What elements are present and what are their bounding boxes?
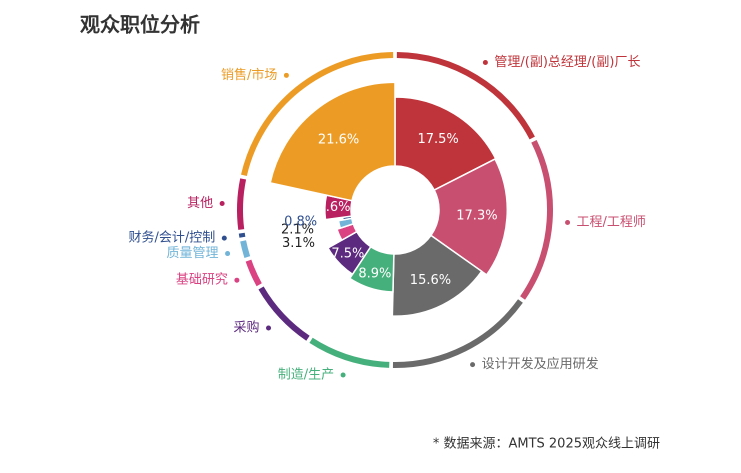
legend-dot xyxy=(221,235,227,241)
value-label: 17.3% xyxy=(456,208,497,223)
legend-dot xyxy=(482,59,488,65)
value-label: 7.5% xyxy=(331,247,364,262)
legend-dot xyxy=(565,219,571,225)
wedge xyxy=(394,96,497,192)
legend-dot xyxy=(470,362,476,368)
legend-dot xyxy=(225,251,231,257)
wedge xyxy=(269,81,396,202)
outer-arc xyxy=(396,52,535,140)
wedge xyxy=(348,245,395,293)
chart-title: 观众职位分析 xyxy=(80,13,200,37)
outer-arc xyxy=(245,259,262,287)
category-label: 采购 xyxy=(234,320,260,336)
value-label: 3.1% xyxy=(282,236,315,251)
value-label: 5.6% xyxy=(317,200,350,215)
legend-dot xyxy=(219,200,225,206)
category-label: 设计开发及应用研发 xyxy=(482,356,599,372)
legend-dot xyxy=(283,72,289,78)
outer-arc xyxy=(309,337,390,368)
category-label: 工程/工程师 xyxy=(577,215,646,230)
outer-arc xyxy=(240,240,251,258)
outer-arc xyxy=(237,178,247,230)
legend-dot xyxy=(266,325,272,331)
category-label: 财务/会计/控制 xyxy=(129,230,216,246)
category-label: 其他 xyxy=(187,196,213,211)
legend-dot xyxy=(234,277,240,283)
value-label: 21.6% xyxy=(318,133,359,148)
value-label: 17.5% xyxy=(417,132,458,147)
outer-arc xyxy=(392,299,523,368)
category-label: 基础研究 xyxy=(176,273,228,288)
value-label: 8.9% xyxy=(358,266,391,281)
legend-dot xyxy=(340,372,346,378)
outer-arc xyxy=(258,286,310,341)
outer-arc xyxy=(238,232,246,238)
category-label: 质量管理 xyxy=(167,246,219,261)
outer-arc xyxy=(241,52,394,176)
category-label: 制造/生产 xyxy=(278,368,334,383)
wedge xyxy=(391,234,483,317)
outer-arc xyxy=(520,139,553,300)
value-label: 2.1% xyxy=(281,223,314,238)
footnote: * 数据来源：AMTS 2025观众线上调研 xyxy=(433,437,660,452)
value-label: 0.8% xyxy=(284,215,317,230)
category-label: 销售/市场 xyxy=(221,67,277,83)
wedge xyxy=(429,158,509,276)
value-label: 15.6% xyxy=(410,273,451,288)
category-label: 管理/(副)总经理/(副)厂长 xyxy=(494,55,640,70)
